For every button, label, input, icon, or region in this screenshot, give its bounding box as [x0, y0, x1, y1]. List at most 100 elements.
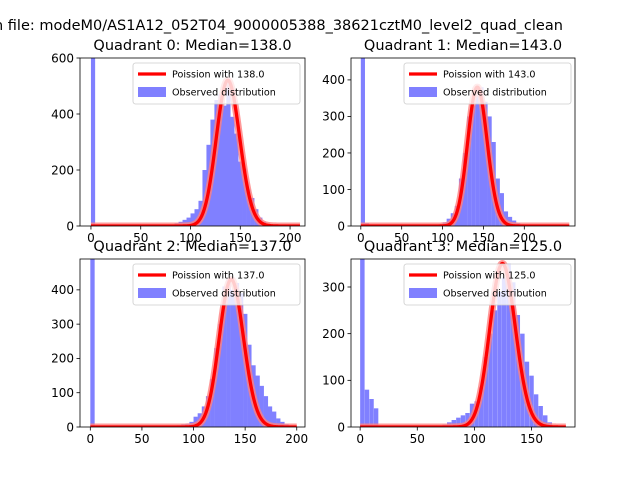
q1-x-tick-label: 50	[394, 231, 409, 245]
q3-y-tick-label: 100	[322, 374, 345, 388]
q2-hist-bar	[276, 418, 281, 427]
q0-hist-bar	[222, 105, 227, 226]
q1-hist-bar	[483, 101, 488, 226]
q2-y-tick-label: 100	[51, 386, 74, 400]
q0-axes-frame	[79, 57, 306, 227]
q2-x-tick-label: 100	[182, 432, 205, 446]
q1-hist-bar	[471, 105, 476, 226]
q0-x-tick-label: 50	[133, 231, 148, 245]
q1-hist-bar	[507, 216, 513, 226]
q2-hist-bar	[90, 259, 95, 427]
q0-hist-bar	[238, 161, 243, 226]
q0-title: Quadrant 0: Median=138.0	[93, 38, 291, 54]
q1-y-tick-label: 200	[322, 146, 345, 160]
plot-area-2	[87, 259, 300, 427]
q2-legend-box	[132, 263, 301, 306]
q2-y-tick-label: 200	[51, 352, 74, 366]
q3-hist-bar	[369, 399, 374, 427]
q2-hist-bar	[193, 416, 198, 427]
q3-hist-bar	[543, 415, 548, 427]
q1-x-tick-label: 100	[431, 231, 454, 245]
q3-hist-bar	[511, 282, 516, 427]
q1-x-tick-label: 200	[513, 231, 536, 245]
plot-area-0	[87, 58, 304, 226]
q2-hist-bar	[238, 293, 244, 427]
figure-suptitle: n file: modeM0/AS1A12_052T04_9000005388_…	[0, 18, 563, 34]
q2-hist-bar	[222, 286, 227, 427]
q3-legend-label-poisson: Poission with 125.0	[443, 271, 536, 282]
q1-hist-bar	[479, 87, 484, 226]
plot-area-1	[357, 58, 573, 226]
q2-poisson-curve	[89, 277, 298, 427]
q3-title: Quadrant 3: Median=125.0	[364, 239, 562, 255]
q2-legend-hist-swatch	[138, 288, 166, 298]
q2-y-tick-label: 300	[51, 317, 74, 331]
q3-hist-bar	[488, 333, 493, 427]
q2-x-tick-label: 0	[87, 432, 95, 446]
q0-x-tick-label: 100	[179, 231, 202, 245]
q3-x-tick-label: 100	[463, 432, 486, 446]
q1-axes-frame	[350, 57, 576, 227]
q3-hist-bar	[506, 263, 511, 427]
q3-legend-hist-swatch	[409, 288, 437, 298]
q3-hist-bar	[529, 375, 534, 427]
q3-hist-bar	[373, 408, 379, 427]
q1-x-tick-label: 0	[357, 231, 365, 245]
q2-title: Quadrant 2: Median=137.0	[93, 239, 291, 255]
q0-poisson-curve	[89, 78, 302, 226]
q0-hist-bar	[194, 209, 199, 226]
q2-legend-label-poisson: Poission with 137.0	[172, 271, 265, 282]
q0-legend-box	[132, 62, 301, 105]
q1-y-tick-label: 0	[337, 219, 345, 233]
q0-hist-bar	[226, 80, 231, 226]
q1-legend-hist-swatch	[409, 87, 437, 97]
q3-x-tick-label: 50	[410, 432, 425, 446]
q3-legend-box	[403, 263, 572, 306]
q1-legend-label-poisson: Poission with 143.0	[443, 70, 536, 81]
panel-quadrant-3: 0 50 100 150 0 100 200 300 Quadrant 3: Median=12…	[322, 239, 576, 446]
q0-hist-bar	[246, 189, 251, 226]
q1-hist-bar	[467, 116, 472, 226]
q3-hist-bar	[501, 277, 507, 427]
q3-hist-bar	[538, 406, 543, 427]
q2-hist-bar	[214, 348, 219, 427]
q1-y-tick-label: 100	[322, 183, 345, 197]
q1-y-tick-label: 400	[322, 73, 345, 87]
q3-x-tick-label: 0	[356, 432, 364, 446]
q3-hist-bar	[483, 357, 489, 427]
q1-legend-label-observed: Observed distribution	[443, 88, 547, 99]
q3-hist-bar	[492, 310, 498, 427]
q2-hist-bar	[230, 289, 236, 427]
q3-hist-bar	[533, 394, 539, 427]
q3-x-tick-label: 150	[520, 432, 543, 446]
q3-hist-bar	[364, 389, 370, 427]
q3-y-tick-label: 0	[337, 420, 345, 434]
q0-hist-bar	[234, 133, 239, 226]
q2-hist-bar	[267, 406, 273, 427]
q3-poisson-curve	[359, 261, 567, 427]
q1-hist-bar	[360, 58, 365, 226]
q2-hist-bar	[226, 279, 231, 427]
q3-hist-bar	[460, 415, 466, 427]
q0-hist-bar	[190, 213, 195, 226]
q0-x-tick-label: 200	[279, 231, 302, 245]
q2-x-tick-label: 50	[134, 432, 149, 446]
q0-y-tick-label: 600	[51, 51, 74, 65]
q2-x-tick-label: 200	[285, 432, 308, 446]
q3-hist-bar	[515, 315, 521, 427]
q0-legend-label-poisson: Poission with 138.0	[172, 70, 265, 81]
q1-hist-bar	[475, 94, 480, 226]
q2-y-tick-label: 400	[51, 283, 74, 297]
q1-hist-bar	[499, 193, 504, 226]
q2-axes-frame	[79, 258, 306, 428]
q3-hist-bar	[456, 417, 461, 427]
q1-poisson-curve	[359, 85, 571, 226]
q2-hist-bar	[218, 324, 223, 427]
q2-hist-bar	[271, 411, 277, 427]
q3-y-tick-label: 300	[322, 280, 345, 294]
q1-legend-box	[403, 62, 572, 105]
q0-x-tick-label: 0	[87, 231, 95, 245]
q0-y-tick-label: 400	[51, 107, 74, 121]
panel-quadrant-2: 0 50 100 150 200 0 100 200 300 400 Quadrant 2: Med…	[51, 239, 308, 446]
